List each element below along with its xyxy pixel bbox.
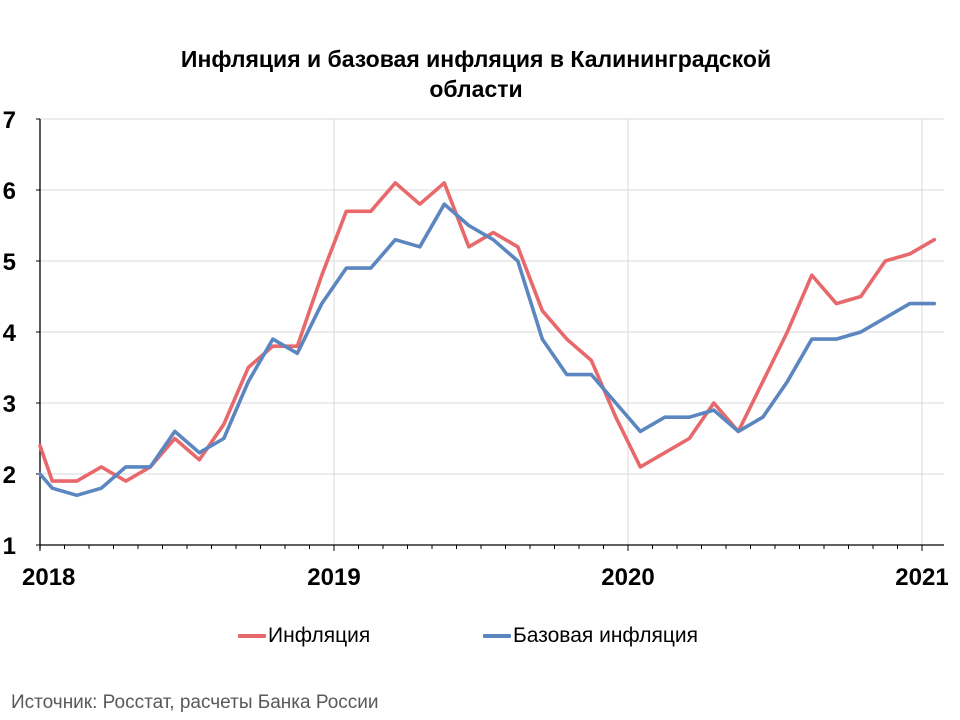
series-line-inflation bbox=[38, 181, 937, 483]
legend-swatch-inflation bbox=[238, 634, 266, 638]
y-tick-label: 3 bbox=[3, 391, 16, 418]
y-tick-label: 6 bbox=[3, 178, 16, 205]
x-tick-label: 2019 bbox=[307, 564, 360, 591]
legend-item-inflation: Инфляция bbox=[238, 622, 370, 650]
x-tick-label: 2018 bbox=[22, 564, 75, 591]
y-tick-label: 7 bbox=[3, 107, 16, 134]
chart-title: Инфляция и базовая инфляция в Калинингра… bbox=[0, 44, 952, 104]
y-tick-label: 1 bbox=[3, 533, 16, 560]
y-tick-label: 5 bbox=[3, 249, 16, 276]
x-tick-label: 2021 bbox=[895, 564, 948, 591]
legend-item-core-inflation: Базовая инфляция bbox=[483, 622, 698, 650]
legend-swatch-core-inflation bbox=[483, 634, 511, 638]
legend-label-inflation: Инфляция bbox=[268, 624, 371, 647]
chart-title-line-2: области bbox=[429, 76, 523, 102]
series-line-core-inflation bbox=[38, 202, 937, 498]
source-note: Источник: Росстат, расчеты Банка России bbox=[11, 692, 379, 713]
y-tick-label: 4 bbox=[3, 320, 17, 347]
legend-label-core-inflation: Базовая инфляция bbox=[513, 624, 699, 647]
chart-title-line-1: Инфляция и базовая инфляция в Калинингра… bbox=[180, 46, 772, 72]
x-tick-label: 2020 bbox=[601, 564, 654, 591]
chart-legend: Инфляция Базовая инфляция bbox=[0, 622, 960, 652]
y-tick-label: 2 bbox=[3, 462, 16, 489]
